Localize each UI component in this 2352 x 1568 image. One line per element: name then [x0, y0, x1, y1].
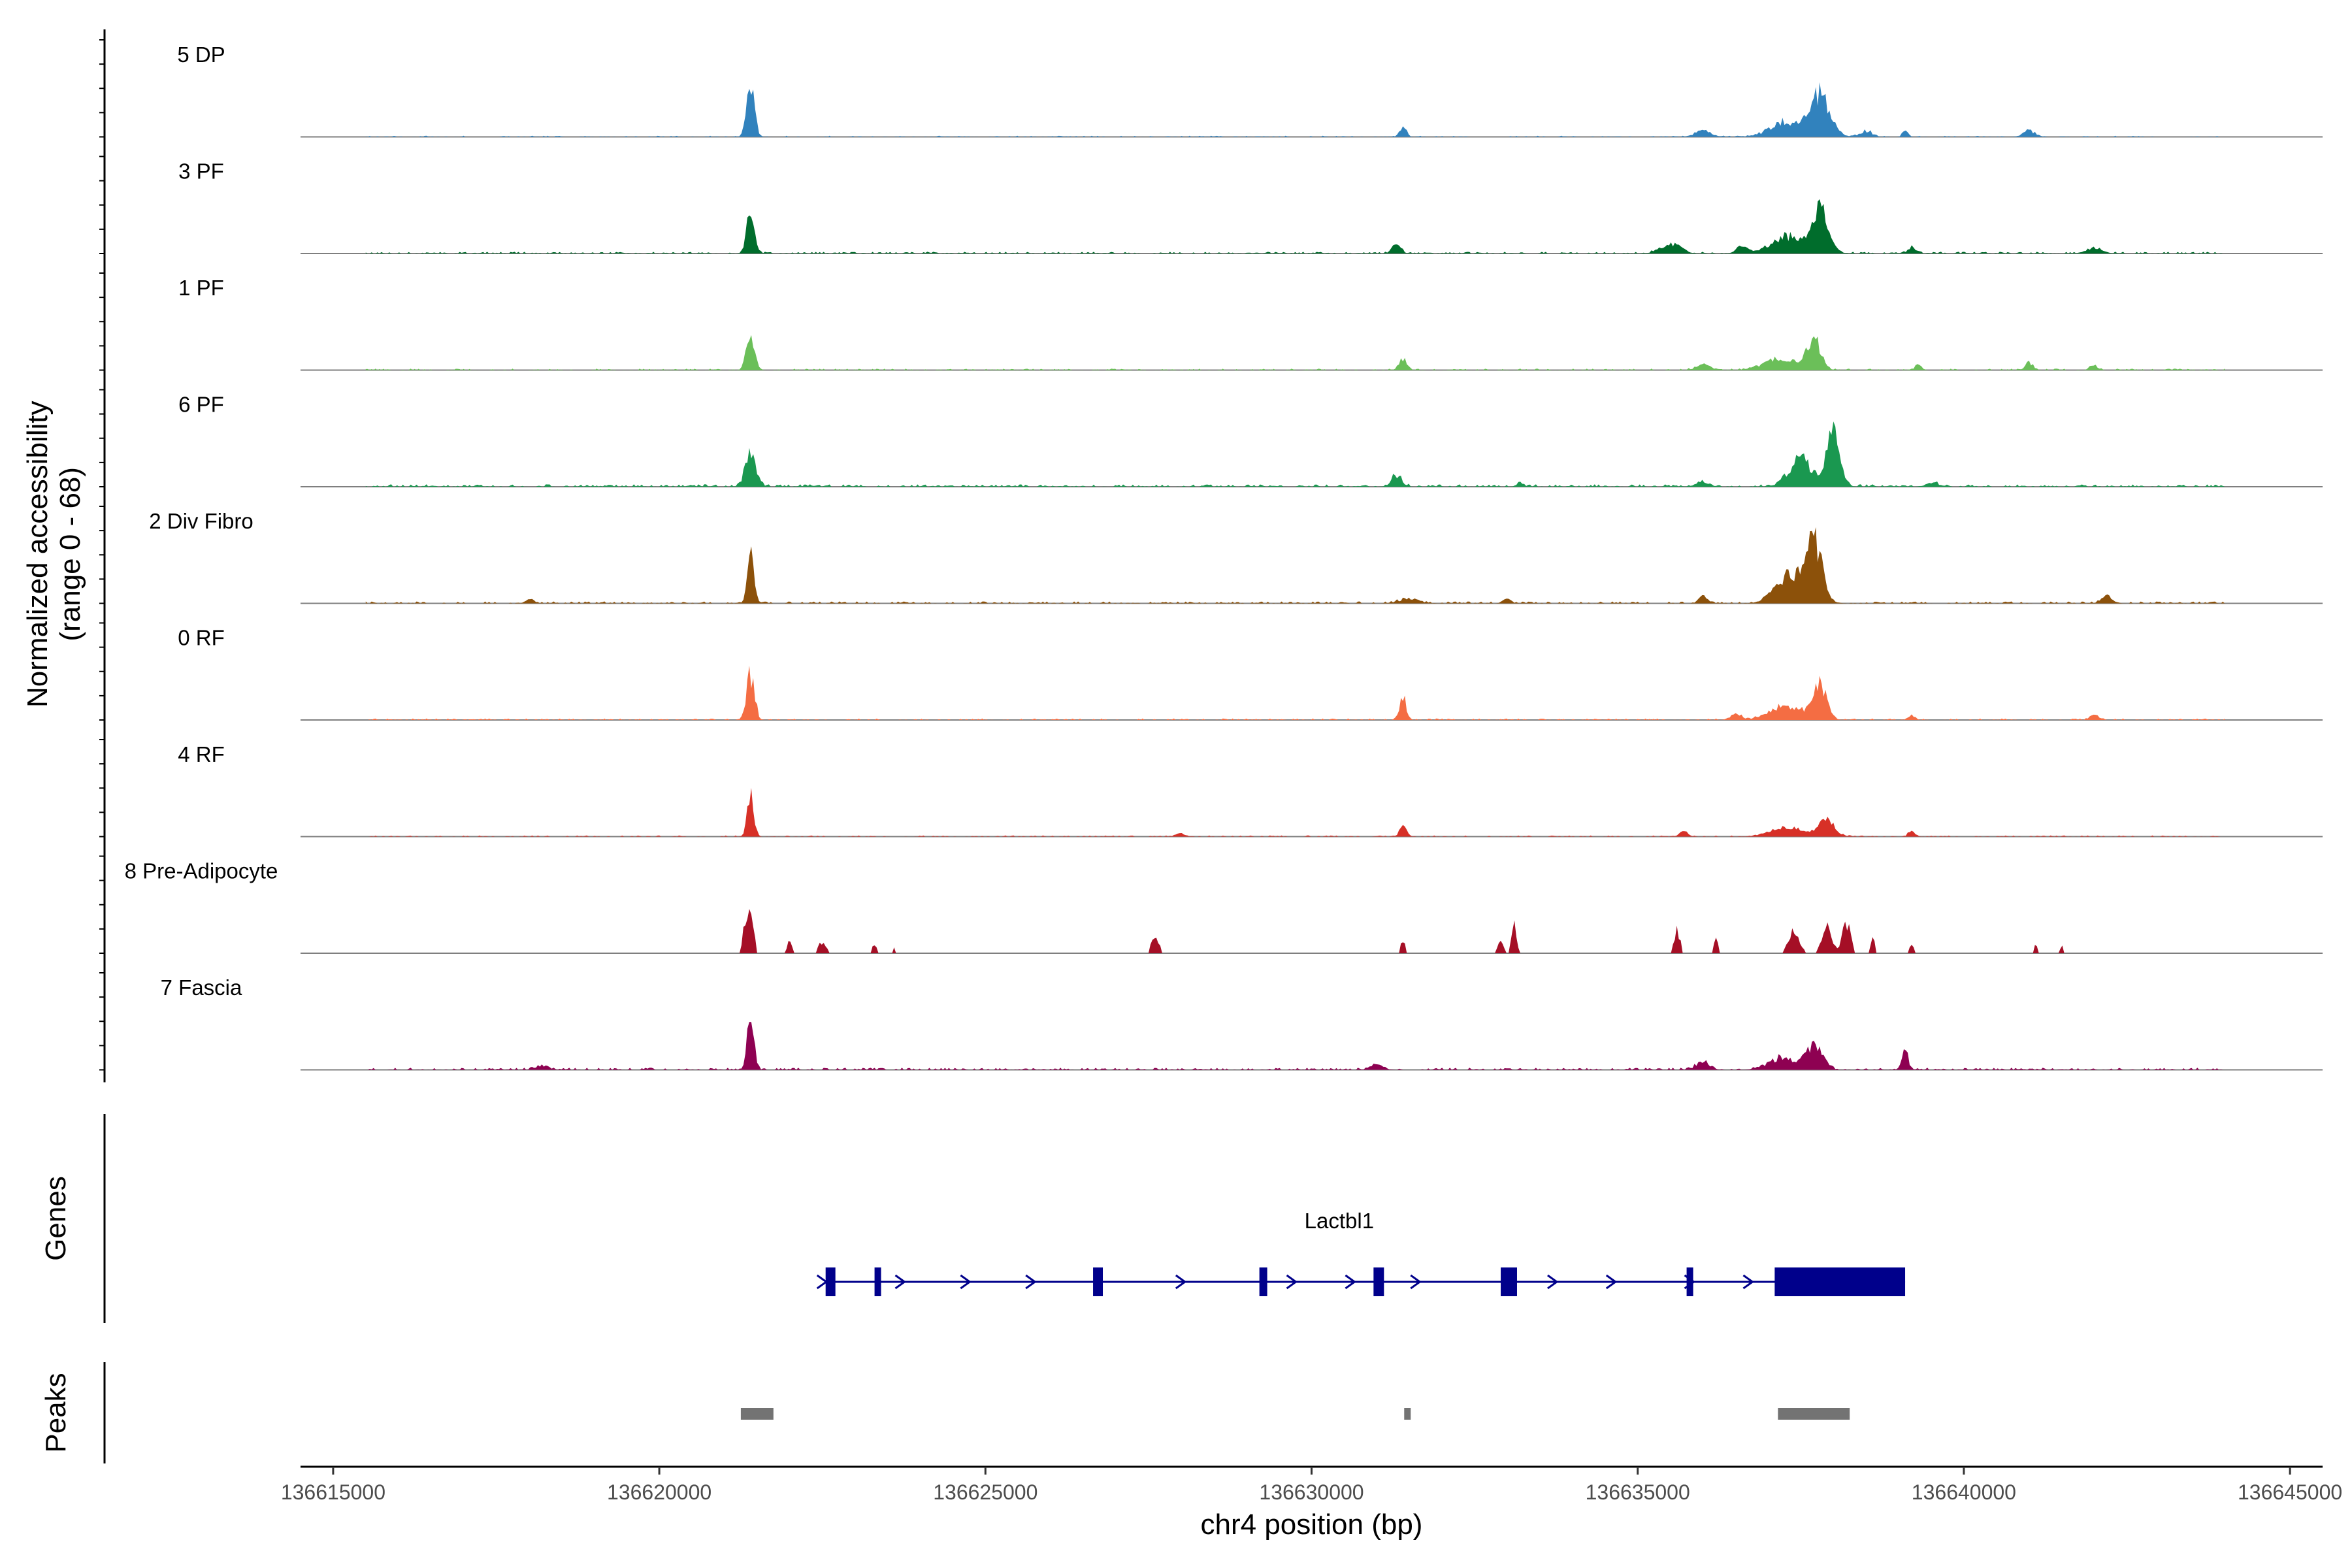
strand-arrow [1605, 1274, 1618, 1290]
peak-regions [740, 1408, 1850, 1420]
strand-arrow [1345, 1274, 1356, 1290]
coverage-track: 4 RF [178, 742, 2323, 838]
gene-exon [1686, 1267, 1693, 1296]
coverage-area [365, 335, 2225, 370]
x-tick-label: 136615000 [281, 1480, 385, 1504]
coverage-track: 3 PF [178, 159, 2323, 254]
x-tick-label: 136640000 [1912, 1480, 2016, 1504]
coverage-track: 1 PF [178, 276, 2323, 371]
track-label: 4 RF [178, 742, 225, 766]
genes-panel: Genes Lactbl1 [40, 1114, 1906, 1323]
peaks-panel-label: Peaks [40, 1373, 72, 1452]
coverage-area [365, 1022, 2225, 1070]
x-tick-label: 136625000 [933, 1480, 1037, 1504]
x-tick-label: 136645000 [2238, 1480, 2342, 1504]
coverage-track: 0 RF [178, 626, 2323, 721]
y-axis-title-group: Normalized accessibility (range 0 - 68) [22, 401, 86, 708]
strand-arrow [960, 1274, 972, 1290]
coverage-area [365, 421, 2225, 487]
gene-exon [1259, 1267, 1267, 1296]
x-axis-title: chr4 position (bp) [1201, 1509, 1423, 1541]
coverage-y-axis [99, 29, 106, 1083]
coverage-area [365, 665, 2225, 720]
y-axis-subtitle: (range 0 - 68) [54, 467, 86, 642]
gene-exon [1373, 1267, 1384, 1296]
coverage-tracks: 5 DP 3 PF 1 PF 6 PF 2 Div Fibro 0 RF 4 RF 8 Pre… [125, 42, 2323, 1071]
strand-arrow [816, 1274, 828, 1290]
track-label: 7 Fascia [161, 975, 242, 1000]
strand-arrow [1286, 1274, 1298, 1290]
track-label: 0 RF [178, 626, 225, 650]
coverage-area [365, 527, 2225, 604]
gene-exon [1774, 1267, 1906, 1296]
gene-exon [874, 1267, 881, 1296]
strand-arrow [1025, 1274, 1037, 1290]
track-label: 6 PF [178, 393, 224, 417]
peaks-panel: Peaks [40, 1362, 1850, 1463]
strand-arrow [894, 1274, 907, 1290]
track-label: 2 Div Fibro [149, 509, 253, 533]
track-label: 5 DP [177, 42, 225, 67]
x-tick-label: 136635000 [1586, 1480, 1690, 1504]
x-axis: 136615000 136620000 136625000 136630000 1366… [281, 1465, 2342, 1541]
strand-arrow [1410, 1274, 1422, 1290]
coverage-track: 6 PF [178, 393, 2323, 487]
strand-arrow [1175, 1274, 1187, 1290]
y-axis-title: Normalized accessibility [22, 401, 54, 708]
x-tick-label: 136620000 [607, 1480, 711, 1504]
x-tick-label: 136630000 [1259, 1480, 1364, 1504]
genes-panel-label: Genes [40, 1176, 72, 1261]
strand-arrow [1547, 1274, 1559, 1290]
coverage-track: 8 Pre-Adipocyte [125, 859, 2323, 954]
gene-name: Lactbl1 [1305, 1209, 1374, 1233]
track-label: 1 PF [178, 276, 224, 300]
gene-exon [825, 1267, 836, 1296]
peak-region [1778, 1408, 1850, 1420]
coverage-track: 7 Fascia [161, 975, 2323, 1071]
strand-arrow [1742, 1274, 1755, 1290]
peak-region [1404, 1408, 1411, 1420]
coverage-track: 2 Div Fibro [149, 509, 2323, 604]
peak-region [740, 1408, 774, 1420]
gene-exon [1093, 1267, 1103, 1296]
track-label: 3 PF [178, 159, 224, 184]
gene-exon [1501, 1267, 1517, 1296]
coverage-area [365, 909, 2225, 953]
x-axis-ticks: 136615000 136620000 136625000 136630000 1366… [281, 1467, 2342, 1504]
gene-model: Lactbl1 [816, 1209, 1906, 1296]
track-label: 8 Pre-Adipocyte [125, 859, 278, 883]
gene-models: Lactbl1 [816, 1209, 1906, 1296]
coverage-area [365, 82, 2225, 137]
coverage-track: 5 DP [177, 42, 2323, 138]
coverage-area [365, 787, 2225, 837]
coverage-area [365, 199, 2225, 253]
